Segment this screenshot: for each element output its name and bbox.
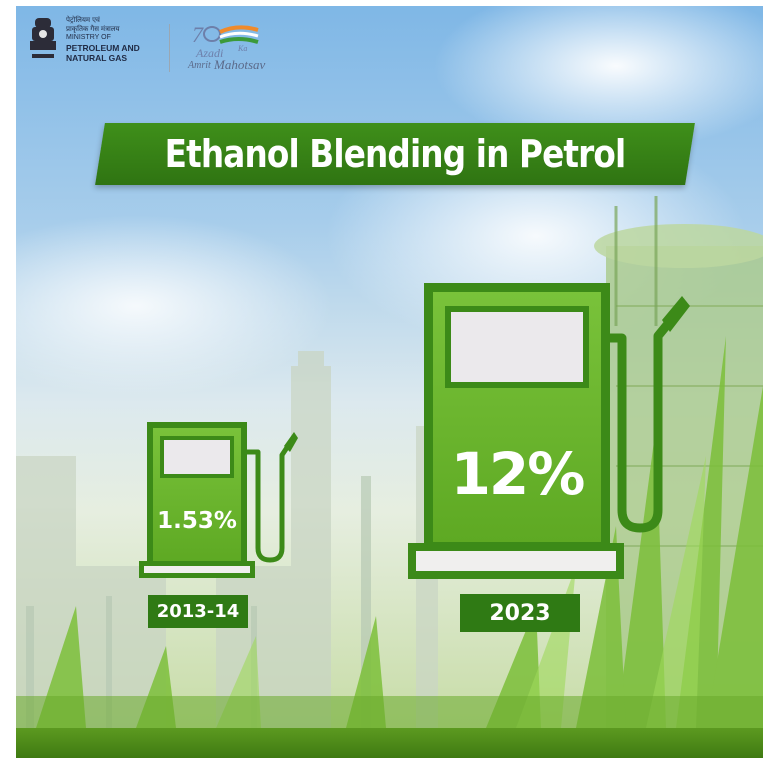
svg-text:7: 7 xyxy=(192,22,204,47)
poster-background xyxy=(16,6,763,728)
value-label-2023: 12% xyxy=(450,440,586,508)
ministry-hindi-line2: प्राकृतिक गैस मंत्रालय xyxy=(66,26,120,33)
pump-base-2013-14 xyxy=(139,561,255,578)
chart-title: Ethanol Blending in Petrol xyxy=(164,132,627,176)
logo-divider xyxy=(169,24,170,72)
azadi-logo-icon: 7 xyxy=(192,22,259,47)
azadi-ka-word: Ka xyxy=(238,44,248,53)
azadi-amrit-word: Amrit xyxy=(188,60,211,71)
ministry-hindi-line1: पेट्रोलियम एवं xyxy=(66,17,100,24)
pump-base-2023 xyxy=(408,543,624,579)
pump-screen-2023 xyxy=(445,306,589,388)
category-label-2023: 2023 xyxy=(460,594,580,632)
category-label-2013-14: 2013-14 xyxy=(148,595,248,628)
azadi-mahotsav-word: Mahotsav xyxy=(214,57,266,72)
ministry-line2: PETROLEUM AND xyxy=(66,43,140,53)
ministry-line1: MINISTRY OF xyxy=(66,34,111,41)
ministry-line3: NATURAL GAS xyxy=(66,53,128,63)
national-emblem-icon xyxy=(30,18,56,58)
azadi-word: Azadi xyxy=(196,46,224,60)
refinery-backdrop xyxy=(16,196,763,728)
value-label-2013-14: 1.53% xyxy=(157,508,237,534)
pump-screen-2013-14 xyxy=(160,436,234,478)
bottom-band xyxy=(16,728,763,758)
